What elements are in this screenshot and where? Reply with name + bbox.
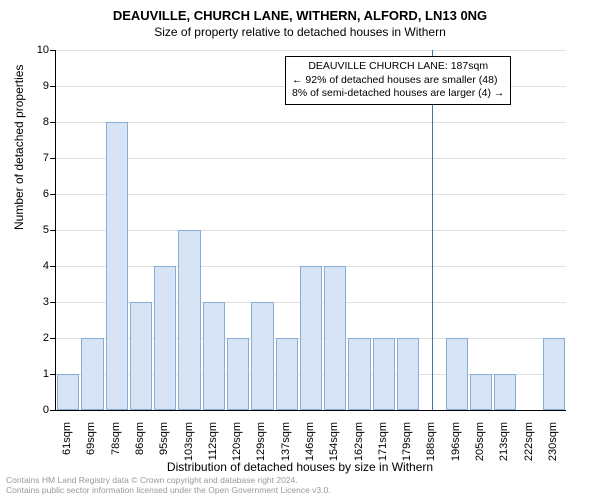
bar	[251, 302, 273, 410]
bar	[57, 374, 79, 410]
y-tick	[50, 50, 56, 51]
y-tick	[50, 230, 56, 231]
annotation-line: 8% of semi-detached houses are larger (4…	[292, 87, 504, 101]
bar	[300, 266, 322, 410]
y-tick-label: 7	[19, 152, 49, 164]
chart-area: 012345678910 61sqm69sqm78sqm86sqm95sqm10…	[55, 50, 565, 410]
bar	[276, 338, 298, 410]
bar	[324, 266, 346, 410]
bar	[397, 338, 419, 410]
y-tick	[50, 374, 56, 375]
bar	[494, 374, 516, 410]
bar	[348, 338, 370, 410]
y-tick	[50, 122, 56, 123]
y-tick-label: 8	[19, 116, 49, 128]
bar	[154, 266, 176, 410]
y-tick	[50, 410, 56, 411]
chart-container: DEAUVILLE, CHURCH LANE, WITHERN, ALFORD,…	[0, 0, 600, 500]
annotation-box: DEAUVILLE CHURCH LANE: 187sqm← 92% of de…	[285, 56, 511, 105]
bar	[543, 338, 565, 410]
annotation-line: DEAUVILLE CHURCH LANE: 187sqm	[292, 60, 504, 74]
y-tick-label: 0	[19, 404, 49, 416]
y-tick	[50, 302, 56, 303]
bar	[470, 374, 492, 410]
bar	[81, 338, 103, 410]
y-tick-label: 10	[19, 44, 49, 56]
annotation-line: ← 92% of detached houses are smaller (48…	[292, 74, 504, 88]
y-tick-label: 3	[19, 296, 49, 308]
y-tick	[50, 194, 56, 195]
y-tick	[50, 338, 56, 339]
y-tick-label: 4	[19, 260, 49, 272]
bar	[227, 338, 249, 410]
footer-attribution: Contains HM Land Registry data © Crown c…	[6, 475, 331, 496]
y-tick-label: 1	[19, 368, 49, 380]
footer-line2: Contains public sector information licen…	[6, 485, 331, 495]
y-tick	[50, 86, 56, 87]
bar	[178, 230, 200, 410]
chart-title: DEAUVILLE, CHURCH LANE, WITHERN, ALFORD,…	[0, 0, 600, 23]
y-tick-label: 2	[19, 332, 49, 344]
y-tick-label: 5	[19, 224, 49, 236]
y-tick	[50, 158, 56, 159]
y-tick-label: 6	[19, 188, 49, 200]
bar	[446, 338, 468, 410]
bar	[203, 302, 225, 410]
footer-line1: Contains HM Land Registry data © Crown c…	[6, 475, 298, 485]
bar	[373, 338, 395, 410]
y-tick	[50, 266, 56, 267]
bar	[106, 122, 128, 410]
y-tick-label: 9	[19, 80, 49, 92]
x-axis-label: Distribution of detached houses by size …	[0, 460, 600, 474]
chart-subtitle: Size of property relative to detached ho…	[0, 23, 600, 39]
bar	[130, 302, 152, 410]
